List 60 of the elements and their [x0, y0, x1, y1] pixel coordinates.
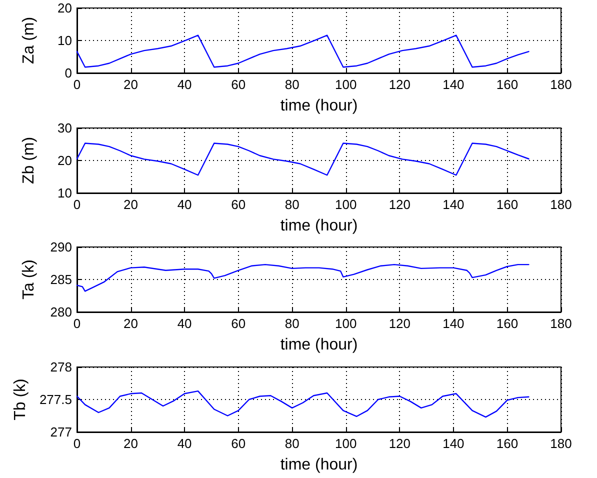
y-tick-label: 10 [58, 185, 72, 200]
y-tick-label: 277.5 [39, 392, 72, 406]
x-tick-label: 100 [335, 316, 357, 331]
y-tick-label: 0 [64, 66, 72, 80]
x-tick-label: 100 [335, 77, 357, 92]
x-tick-label: 20 [124, 196, 138, 212]
y-tick-label: 285 [50, 272, 72, 287]
x-tick-label: 160 [496, 436, 518, 450]
x-tick-label: 40 [177, 196, 192, 212]
x-tick-label: 40 [177, 316, 192, 331]
y-axis-title: Zb (m) [20, 136, 38, 184]
y-tick-label: 278 [50, 359, 72, 374]
x-tick-label: 20 [124, 77, 138, 92]
y-axis-title: Ta (k) [20, 260, 38, 300]
x-axis-title: time (hour) [280, 98, 358, 114]
x-tick-label: 160 [496, 77, 518, 92]
x-tick-label: 120 [388, 196, 411, 212]
x-tick-label: 80 [284, 196, 300, 212]
x-tick-label: 80 [284, 316, 300, 331]
x-tick-label: 60 [231, 196, 246, 212]
y-tick-label: 30 [58, 120, 72, 135]
x-axis-title: time (hour) [280, 336, 358, 354]
x-tick-label: 40 [177, 436, 192, 450]
x-tick-label: 140 [442, 436, 464, 450]
x-tick-label: 100 [335, 196, 357, 212]
x-tick-label: 120 [388, 77, 411, 92]
y-tick-label: 10 [58, 33, 72, 48]
x-tick-label: 140 [442, 316, 464, 331]
x-tick-label: 160 [496, 316, 518, 331]
x-tick-label: 80 [284, 77, 300, 92]
x-tick-label: 160 [496, 196, 518, 212]
y-tick-label: 20 [58, 152, 72, 168]
x-tick-label: 120 [388, 436, 411, 450]
line-series [76, 390, 530, 418]
x-axis-title: time (hour) [280, 456, 358, 473]
x-tick-label: 100 [335, 436, 357, 450]
x-tick-label: 60 [231, 316, 246, 331]
x-tick-label: 180 [550, 196, 572, 212]
x-tick-label: 80 [284, 436, 300, 450]
x-tick-label: 60 [231, 77, 246, 92]
y-axis-title: Za (m) [20, 16, 38, 64]
x-tick-label: 140 [442, 196, 464, 212]
y-axis-title: Tb (k) [12, 378, 30, 420]
x-tick-label: 60 [231, 436, 246, 450]
x-axis-title: time (hour) [280, 217, 358, 234]
x-tick-label: 120 [388, 316, 411, 331]
y-tick-label: 20 [58, 0, 72, 16]
x-tick-label: 140 [442, 77, 464, 92]
line-series [76, 34, 530, 68]
x-tick-label: 20 [124, 316, 138, 331]
x-tick-label: 20 [124, 436, 138, 450]
y-tick-label: 290 [50, 240, 72, 254]
x-tick-label: 40 [177, 77, 192, 92]
x-tick-label: 180 [550, 316, 572, 331]
y-tick-label: 280 [50, 304, 72, 320]
x-tick-label: 180 [550, 77, 572, 92]
line-series [76, 264, 530, 292]
line-series [76, 142, 530, 176]
x-tick-label: 180 [550, 436, 572, 450]
y-tick-label: 277 [50, 424, 72, 439]
